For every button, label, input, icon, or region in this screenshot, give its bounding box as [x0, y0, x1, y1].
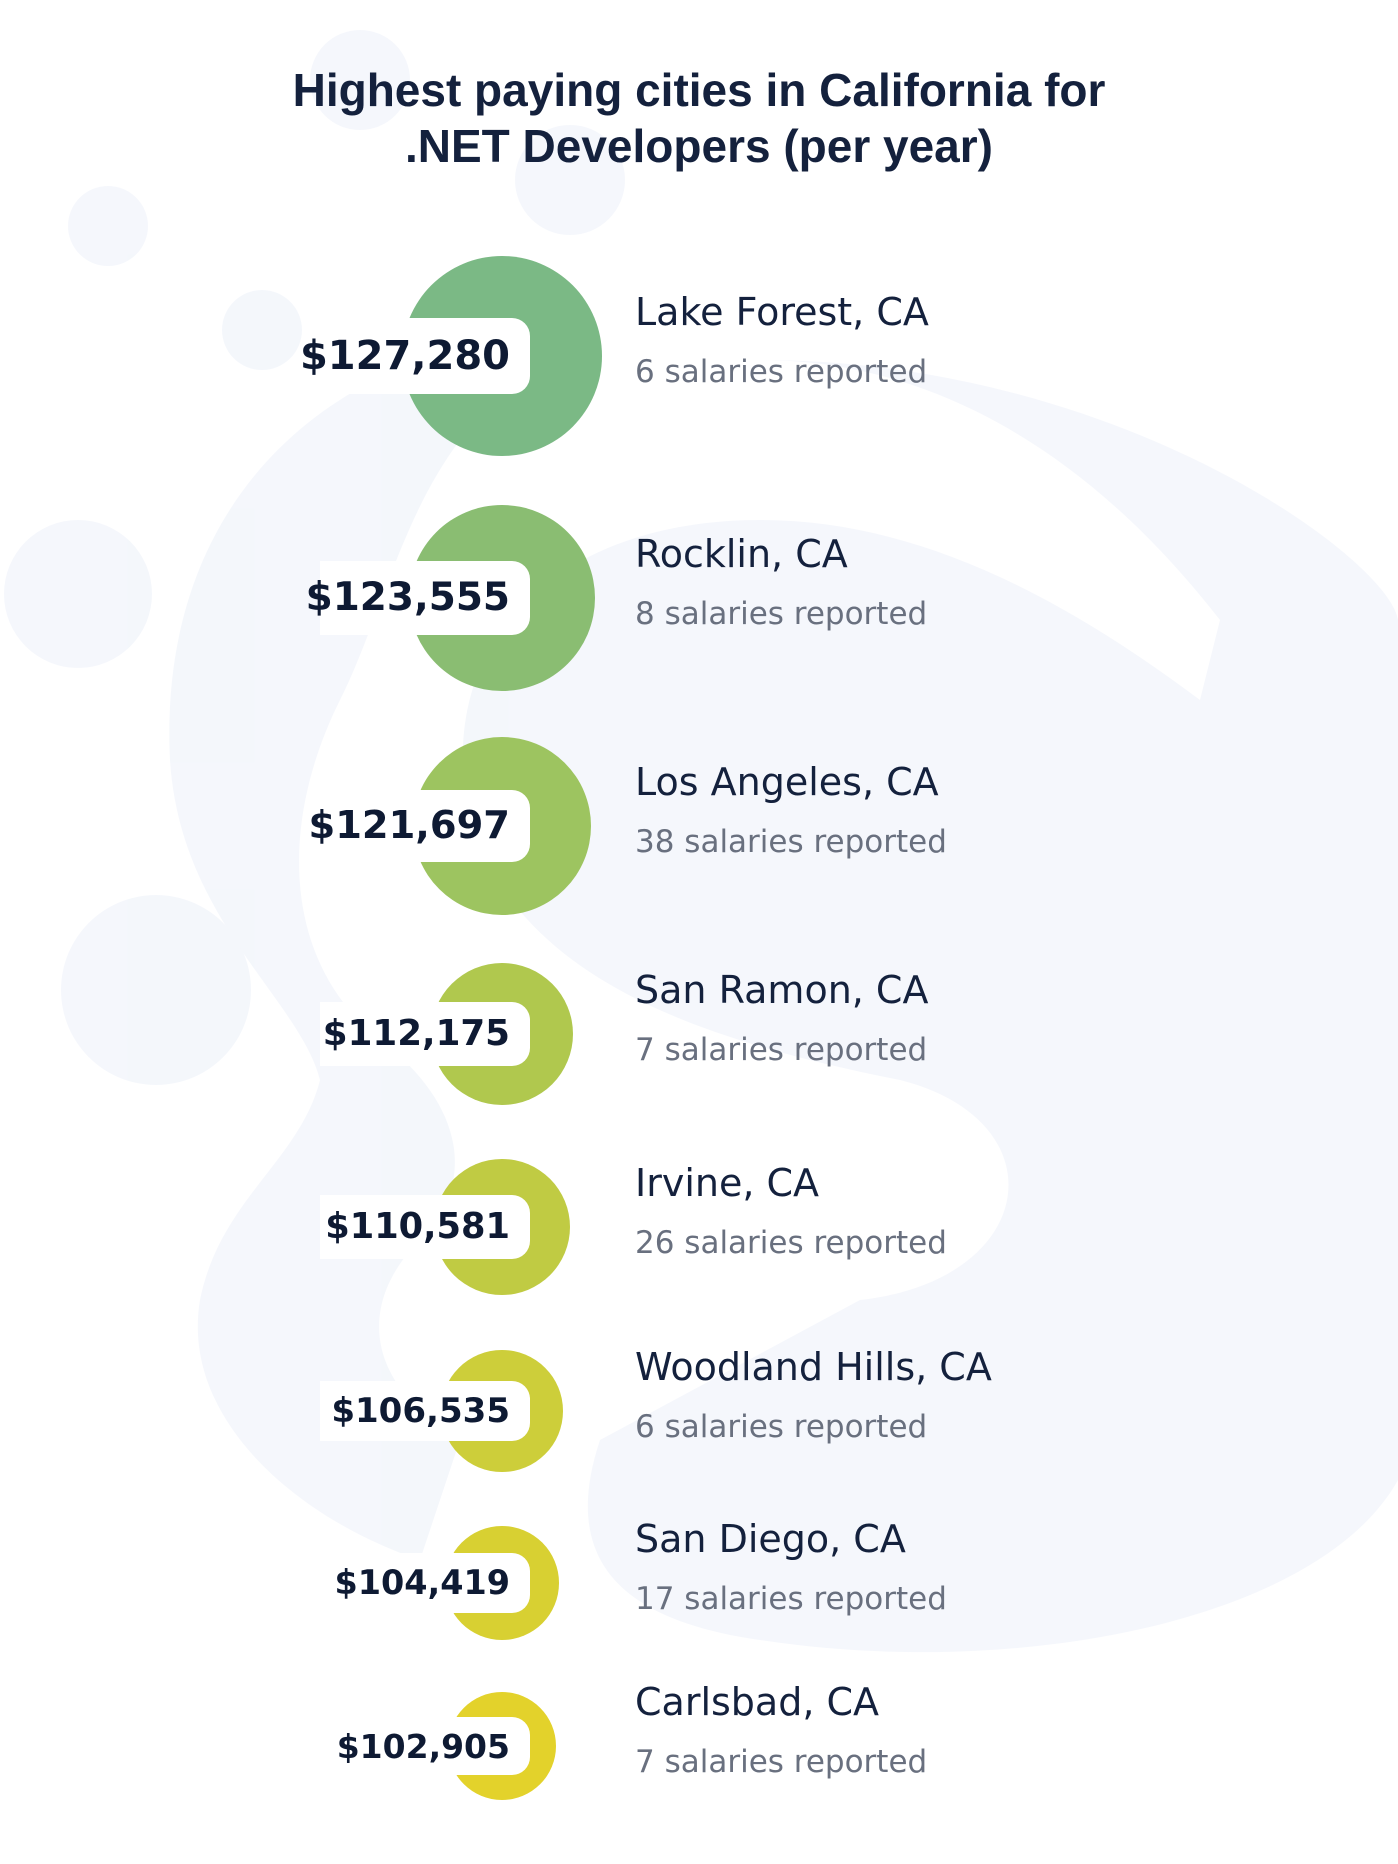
salaries-reported: 26 salaries reported: [635, 1225, 947, 1261]
chart-title: Highest paying cities in California for …: [0, 62, 1398, 174]
salary-label: $110,581: [320, 1195, 530, 1259]
salary-label: $104,419: [320, 1553, 530, 1613]
salaries-reported: 7 salaries reported: [635, 1744, 928, 1780]
salary-label: $123,555: [306, 561, 530, 635]
city-name: Rocklin, CA: [635, 532, 848, 576]
city-name: Los Angeles, CA: [635, 760, 939, 804]
salaries-reported: 7 salaries reported: [635, 1032, 928, 1068]
salary-label: $121,697: [309, 790, 530, 862]
salaries-reported: 6 salaries reported: [635, 1409, 928, 1445]
salary-label: $127,280: [300, 318, 530, 394]
salaries-reported: 8 salaries reported: [635, 596, 928, 632]
salaries-reported: 17 salaries reported: [635, 1581, 947, 1617]
salary-label: $112,175: [320, 1001, 530, 1067]
salaries-reported: 38 salaries reported: [635, 824, 947, 860]
city-name: Irvine, CA: [635, 1161, 820, 1205]
city-name: Lake Forest, CA: [635, 290, 929, 334]
city-name: San Ramon, CA: [635, 968, 929, 1012]
salary-label: $102,905: [320, 1717, 530, 1775]
city-name: San Diego, CA: [635, 1517, 906, 1561]
salaries-reported: 6 salaries reported: [635, 354, 928, 390]
chart-title-line-1: Highest paying cities in California for: [292, 64, 1106, 116]
city-name: Carlsbad, CA: [635, 1680, 880, 1724]
salary-label: $106,535: [320, 1380, 530, 1442]
city-name: Woodland Hills, CA: [635, 1345, 992, 1389]
chart-title-line-2: .NET Developers (per year): [404, 120, 993, 172]
